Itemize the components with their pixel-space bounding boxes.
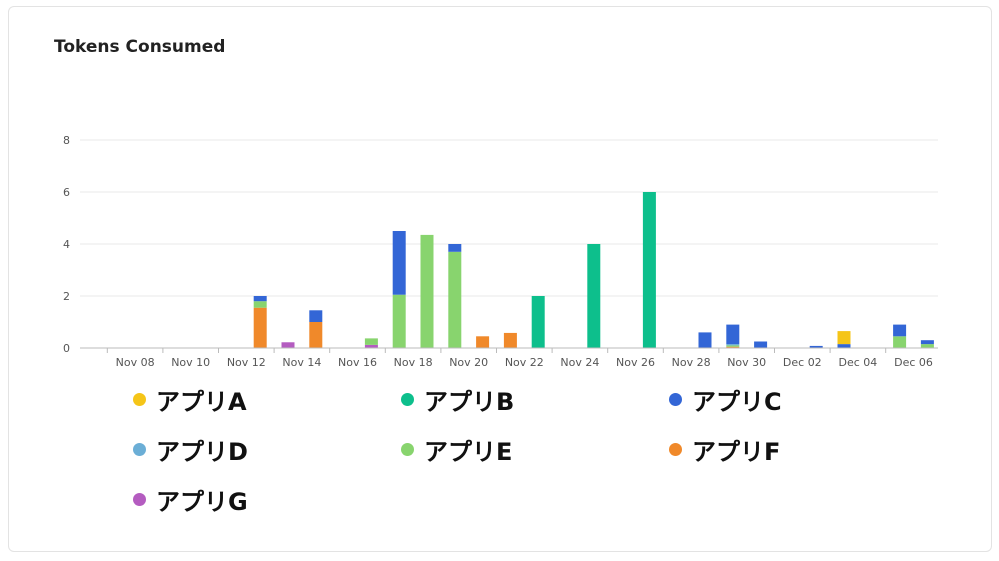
bar-segment[interactable] [253, 301, 267, 308]
bar-segment[interactable] [920, 344, 934, 348]
bar-segment[interactable] [726, 324, 740, 345]
bar-segment[interactable] [698, 332, 712, 348]
x-tick-label: Nov 20 [449, 356, 488, 369]
bar-segment[interactable] [253, 307, 267, 348]
y-tick-labels: 0 2 4 6 8 [63, 134, 70, 355]
x-tick-label: Nov 14 [282, 356, 321, 369]
x-tick-label: Nov 10 [171, 356, 210, 369]
y-tick-label: 0 [63, 342, 70, 355]
bar-segment[interactable] [531, 296, 545, 348]
chart-title: Tokens Consumed [54, 37, 226, 57]
bar-segment[interactable] [448, 244, 462, 252]
chart-card [8, 6, 992, 552]
bar-segment[interactable] [726, 346, 740, 348]
x-tick-label: Dec 04 [839, 356, 878, 369]
grid-lines [80, 139, 938, 297]
bar-segment[interactable] [392, 294, 406, 348]
x-axis [80, 347, 938, 353]
bar-segment[interactable] [726, 344, 740, 346]
x-tick-label: Nov 22 [505, 356, 544, 369]
bar-segment[interactable] [253, 296, 267, 302]
bar-segment[interactable] [837, 344, 851, 348]
x-tick-labels: Nov 08 Nov 10 Nov 12 Nov 14 Nov 16 Nov 18 Nov … [116, 356, 933, 369]
x-tick-label: Nov 30 [727, 356, 766, 369]
x-tick-label: Nov 16 [338, 356, 377, 369]
bar-segment[interactable] [642, 192, 656, 348]
y-tick-label: 4 [63, 238, 70, 251]
x-tick-label: Dec 02 [783, 356, 822, 369]
bar-segment[interactable] [448, 251, 462, 348]
bars [253, 192, 934, 349]
y-tick-label: 2 [63, 290, 70, 303]
bar-segment[interactable] [476, 336, 490, 348]
bar-segment[interactable] [837, 331, 851, 345]
x-tick-label: Nov 26 [616, 356, 655, 369]
bar-segment[interactable] [503, 332, 517, 348]
bar-segment[interactable] [309, 322, 323, 348]
bar-segment[interactable] [420, 234, 434, 348]
bar-segment[interactable] [364, 338, 378, 345]
x-tick-label: Dec 06 [894, 356, 933, 369]
bar-segment[interactable] [809, 345, 823, 348]
x-tick-label: Nov 28 [672, 356, 711, 369]
bar-segment[interactable] [309, 310, 323, 322]
bar-segment[interactable] [364, 344, 378, 348]
y-tick-label: 6 [63, 186, 70, 199]
bar-segment[interactable] [893, 324, 907, 337]
y-tick-label: 8 [63, 134, 70, 147]
bar-segment[interactable] [754, 341, 768, 349]
x-tick-label: Nov 08 [116, 356, 155, 369]
bar-segment[interactable] [726, 345, 740, 347]
x-tick-label: Nov 12 [227, 356, 266, 369]
x-tick-label: Nov 24 [560, 356, 599, 369]
bar-segment[interactable] [392, 231, 406, 295]
bar-segment[interactable] [920, 340, 934, 345]
x-tick-label: Nov 18 [394, 356, 433, 369]
bar-segment[interactable] [893, 336, 907, 348]
bar-segment[interactable] [587, 244, 601, 348]
bar-segment[interactable] [281, 342, 295, 348]
